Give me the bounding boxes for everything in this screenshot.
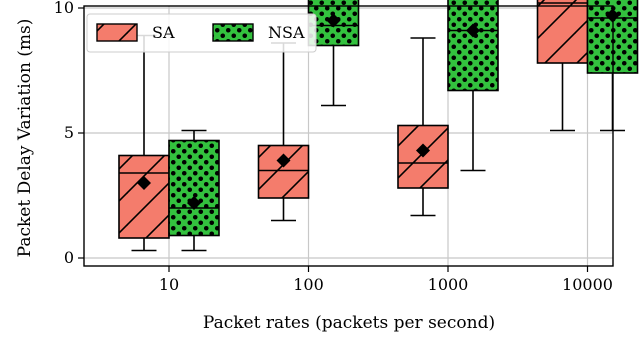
x-tick-label: 100 xyxy=(293,275,324,294)
box-sa-1000 xyxy=(397,37,449,217)
y-tick-label: 0 xyxy=(64,248,74,267)
legend-label: NSA xyxy=(268,23,305,42)
box-nsa-10 xyxy=(168,129,220,252)
x-tick-label: 10 xyxy=(159,275,179,294)
legend-item-nsa: NSA xyxy=(212,23,305,42)
box-hatch xyxy=(448,0,498,91)
box-outline xyxy=(168,139,220,237)
mean-marker xyxy=(187,196,201,210)
box-nsa-1000 xyxy=(447,0,499,172)
box-sa-10000 xyxy=(536,0,589,132)
y-tick-label: 10 xyxy=(54,0,74,17)
box-sa-10 xyxy=(118,34,170,252)
legend-swatch-outline xyxy=(212,23,254,42)
mean-marker xyxy=(416,143,430,158)
legend-item-sa: SA xyxy=(96,23,175,42)
box-hatch xyxy=(169,140,219,236)
axes-frame xyxy=(83,5,614,267)
legend-swatch-hatch xyxy=(97,24,137,41)
box-sa-100 xyxy=(257,42,310,222)
box-hatch xyxy=(537,0,588,63)
box-outline xyxy=(257,144,310,199)
box-hatch xyxy=(258,145,309,198)
x-tick-label: 10000 xyxy=(562,275,613,294)
y-tick-label: 5 xyxy=(64,123,74,142)
legend-label: SA xyxy=(152,23,175,42)
x-tick-label: 1000 xyxy=(428,275,469,294)
box-nsa-100 xyxy=(307,0,360,107)
x-axis-label: Packet rates (packets per second) xyxy=(203,313,495,333)
box-group xyxy=(118,0,639,252)
box-outline xyxy=(536,0,589,64)
legend-frame xyxy=(86,13,317,53)
axis-ticks: 05101510100100010000 xyxy=(54,0,613,294)
y-axis-label: Packet Delay Variation (ms) xyxy=(15,19,35,258)
mean-marker xyxy=(326,13,341,28)
box-outline xyxy=(397,124,449,189)
plot-frame xyxy=(83,5,614,267)
mean-marker xyxy=(276,153,291,168)
legend: SA NSA xyxy=(86,13,317,53)
mean-marker xyxy=(466,23,480,38)
legend-swatch-hatch xyxy=(213,24,253,41)
box-hatch xyxy=(119,155,169,238)
legend-swatch-outline xyxy=(96,23,138,42)
mean-marker xyxy=(137,176,151,190)
